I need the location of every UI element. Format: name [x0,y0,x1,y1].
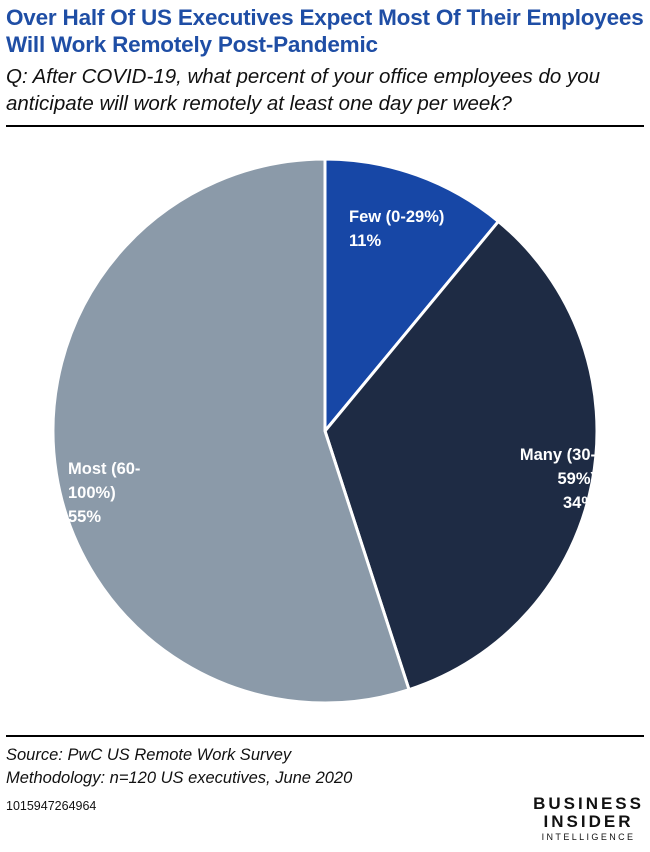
bottom-divider [6,735,644,737]
slice-most-label: Most (60-100%) 55% [68,460,140,526]
slice-few [323,157,500,433]
chart-id: 1015947264964 [6,799,97,813]
slice-many [323,219,599,692]
slice-most [51,157,411,705]
methodology-text: Methodology: n=120 US executives, June 2… [6,769,353,787]
slice-few-label: Few (0-29%) 11% [349,208,444,250]
business-insider-logo: BUSINESS INSIDER INTELLIGENCE [533,795,644,843]
source-note: Source: PwC US Remote Work Survey Method… [6,744,352,790]
source-text: Source: PwC US Remote Work Survey [6,746,292,764]
logo-line-3: INTELLIGENCE [541,832,636,842]
chart-subtitle: Q: After COVID-19, what percent of your … [6,65,601,115]
top-divider [6,125,644,127]
logo-line-2: INSIDER [543,812,634,831]
chart-title: Over Half Of US Executives Expect Most O… [6,5,644,57]
logo-line-1: BUSINESS [533,794,644,813]
slice-many-label: Many (30-59%) 34% [520,446,596,512]
